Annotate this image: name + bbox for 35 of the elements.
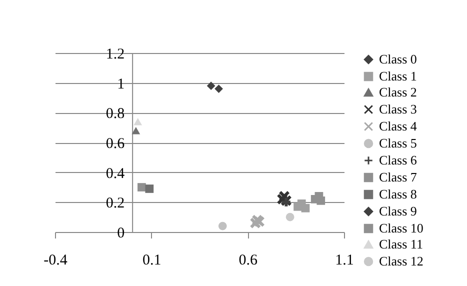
- x-tick-label: 0.6: [238, 252, 258, 268]
- y-tick-label: 0: [117, 226, 125, 242]
- legend-label: Class 0: [379, 52, 417, 66]
- point: [250, 217, 262, 229]
- y-tick-label: 0.6: [106, 136, 126, 152]
- point: [286, 212, 294, 222]
- point: [316, 196, 326, 205]
- point: [134, 118, 142, 126]
- point: [138, 183, 146, 192]
- point: [301, 204, 310, 212]
- point: [132, 126, 140, 134]
- point: [218, 222, 227, 230]
- legend-label: Class 7: [379, 170, 418, 184]
- legend-label: Class 10: [379, 220, 424, 236]
- y-tick-label: 0.2: [106, 196, 125, 212]
- legend-label: Class 4: [379, 118, 418, 134]
- legend-label: Class 9: [379, 204, 417, 218]
- legend-label: Class 6: [379, 152, 418, 168]
- x-tick-label: 0.1: [142, 252, 162, 268]
- point: [214, 84, 223, 93]
- legend-label: Class 1: [379, 68, 417, 84]
- legend-label: Class 2: [379, 84, 417, 100]
- y-tick-label: 0.4: [106, 166, 126, 182]
- x-tick-label: -0.4: [44, 252, 68, 268]
- legend-label: Class 5: [379, 136, 417, 150]
- legend-label: Class 8: [379, 186, 417, 202]
- y-tick-label: 1.2: [106, 46, 125, 62]
- point: [206, 82, 216, 90]
- y-tick-label: 1: [117, 76, 125, 92]
- y-tick-label: 0.8: [106, 106, 125, 122]
- legend-label: Class 11: [379, 236, 423, 252]
- legend-label: Class 12: [379, 254, 424, 268]
- point: [145, 184, 154, 193]
- x-tick-label: 1.1: [335, 252, 354, 268]
- legend-label: Class 3: [379, 102, 417, 116]
